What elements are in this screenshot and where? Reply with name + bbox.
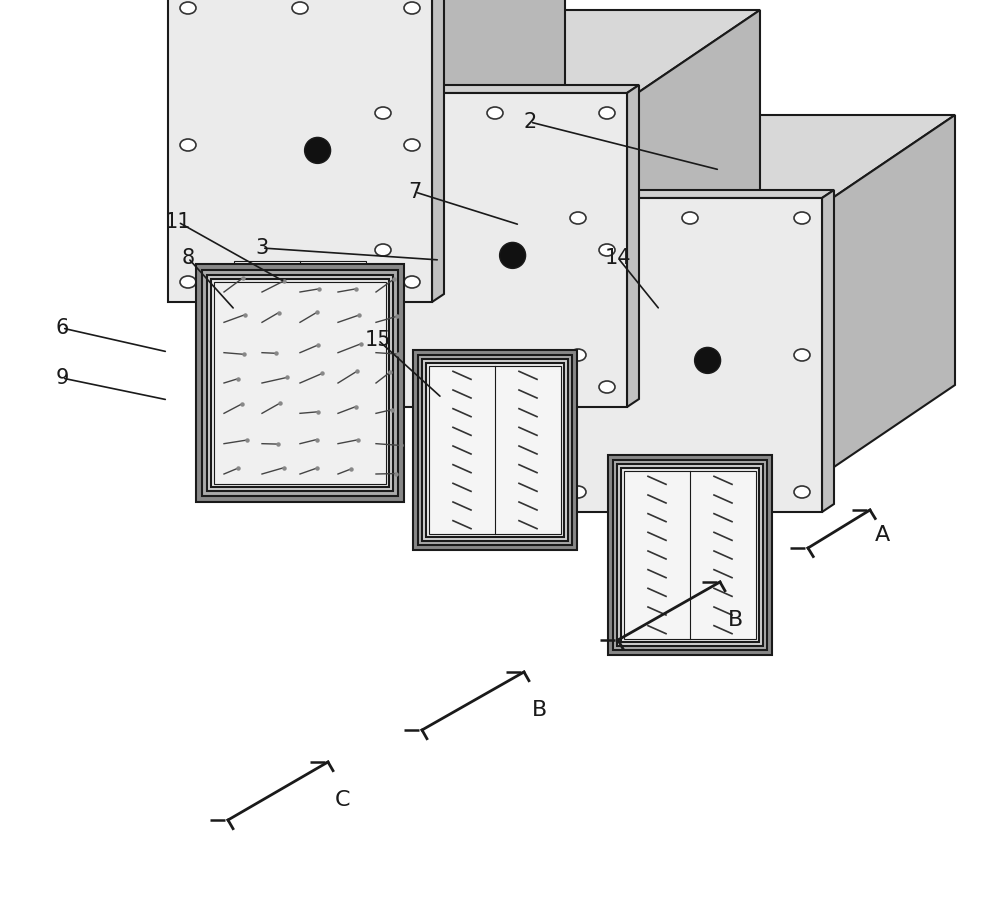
Ellipse shape [404,2,420,14]
Bar [429,366,561,534]
Bar [617,464,763,646]
Bar [624,471,756,639]
Bar [621,468,759,642]
Text: 7: 7 [408,182,422,202]
Bar [413,350,577,550]
Polygon shape [190,0,565,10]
Ellipse shape [404,276,420,288]
Polygon shape [822,190,834,512]
Ellipse shape [570,486,586,498]
Text: 15: 15 [365,330,391,350]
Bar [418,355,572,545]
Text: 9: 9 [55,368,69,388]
Polygon shape [385,10,760,115]
Text: 8: 8 [181,248,195,268]
Bar [223,250,377,440]
Ellipse shape [180,276,196,288]
Polygon shape [168,0,432,302]
Polygon shape [800,115,955,490]
Polygon shape [558,198,822,512]
Polygon shape [605,10,760,385]
Text: C: C [334,790,350,810]
Ellipse shape [599,381,615,393]
Bar [422,359,568,541]
Bar [211,279,389,487]
Ellipse shape [599,107,615,119]
Ellipse shape [794,349,810,361]
Bar [214,282,386,484]
Ellipse shape [794,212,810,224]
Polygon shape [190,10,410,280]
Bar [196,264,404,502]
Polygon shape [363,85,639,93]
Polygon shape [385,115,605,385]
Polygon shape [432,0,444,302]
Ellipse shape [570,212,586,224]
Text: A: A [874,525,890,545]
Ellipse shape [404,139,420,151]
Bar [207,275,393,491]
Ellipse shape [599,244,615,256]
Polygon shape [580,220,800,490]
Ellipse shape [292,2,308,14]
Ellipse shape [682,486,698,498]
Circle shape [500,242,526,268]
Polygon shape [627,85,639,407]
Text: 6: 6 [55,318,69,338]
Bar [426,363,564,537]
Text: 2: 2 [523,112,537,132]
Bar [608,455,772,655]
Text: 14: 14 [605,248,631,268]
Ellipse shape [180,2,196,14]
Circle shape [695,348,721,373]
Bar [227,254,373,436]
Ellipse shape [487,107,503,119]
Ellipse shape [682,212,698,224]
Ellipse shape [180,139,196,151]
Bar [202,270,398,496]
Polygon shape [580,115,955,220]
Ellipse shape [794,486,810,498]
Polygon shape [410,0,565,280]
Ellipse shape [375,244,391,256]
Bar [234,261,366,429]
Polygon shape [363,93,627,407]
Ellipse shape [375,381,391,393]
Circle shape [305,137,331,164]
Text: 11: 11 [165,212,191,232]
Text: 3: 3 [255,238,269,258]
Bar [231,258,369,432]
Text: B: B [727,610,743,630]
Bar [613,460,767,650]
Text: B: B [531,700,547,720]
Ellipse shape [375,107,391,119]
Ellipse shape [292,276,308,288]
Polygon shape [558,190,834,198]
Ellipse shape [570,349,586,361]
Ellipse shape [487,381,503,393]
Bar [218,245,382,445]
